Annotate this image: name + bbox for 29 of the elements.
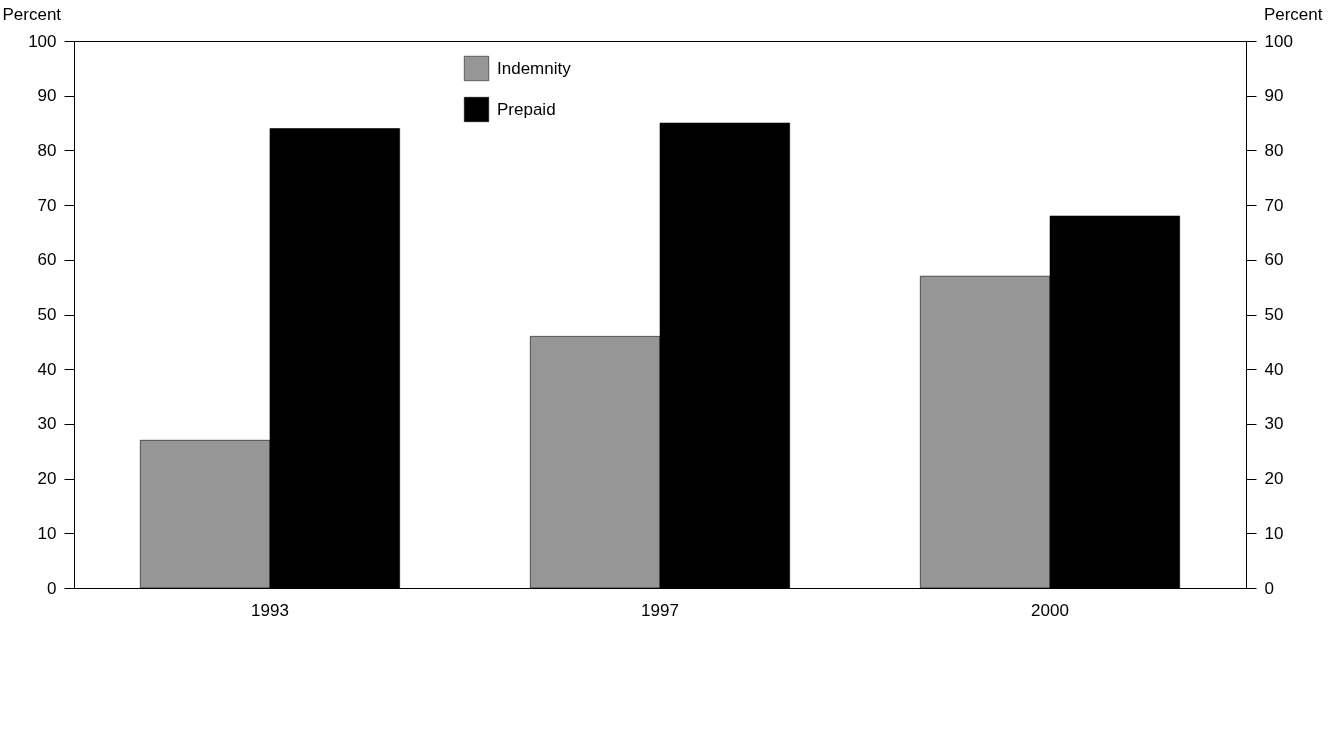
y-axis-title: Percent xyxy=(2,4,62,24)
y-tick-label: 40 xyxy=(37,359,57,379)
y2-tick-label: 70 xyxy=(1264,195,1284,215)
y-tick-label: 70 xyxy=(37,195,57,215)
y2-tick-label: 30 xyxy=(1264,414,1284,434)
y2-tick-label: 50 xyxy=(1264,305,1284,324)
y-tick-label: 90 xyxy=(37,86,57,106)
y2-tick-label: 100 xyxy=(1264,31,1293,51)
y2-tick-label: 40 xyxy=(1264,359,1284,379)
x-tick-label: 2000 xyxy=(1031,600,1069,620)
y2-tick-label: 10 xyxy=(1264,523,1284,543)
legend-label: Prepaid xyxy=(497,99,556,119)
y2-tick-label: 20 xyxy=(1264,469,1284,489)
y-tick-label: 80 xyxy=(37,140,57,160)
y2-tick-label: 90 xyxy=(1264,86,1284,106)
x-tick-label: 1993 xyxy=(251,600,289,620)
y2-tick-label: 60 xyxy=(1264,250,1284,270)
y-tick-label: 50 xyxy=(37,305,57,324)
y-tick-label: 0 xyxy=(47,578,57,598)
y-tick-label: 10 xyxy=(37,523,57,543)
y2-tick-label: 80 xyxy=(1264,140,1284,160)
y2-axis-title: Percent xyxy=(1263,4,1323,24)
y-tick-label: 30 xyxy=(37,414,57,434)
legend-label: Indemnity xyxy=(497,58,572,78)
y-tick-label: 20 xyxy=(37,469,57,489)
y-tick-label: 100 xyxy=(28,31,57,51)
y-tick-label: 60 xyxy=(37,250,57,270)
x-tick-label: 1997 xyxy=(641,600,679,620)
y2-tick-label: 0 xyxy=(1264,578,1274,598)
